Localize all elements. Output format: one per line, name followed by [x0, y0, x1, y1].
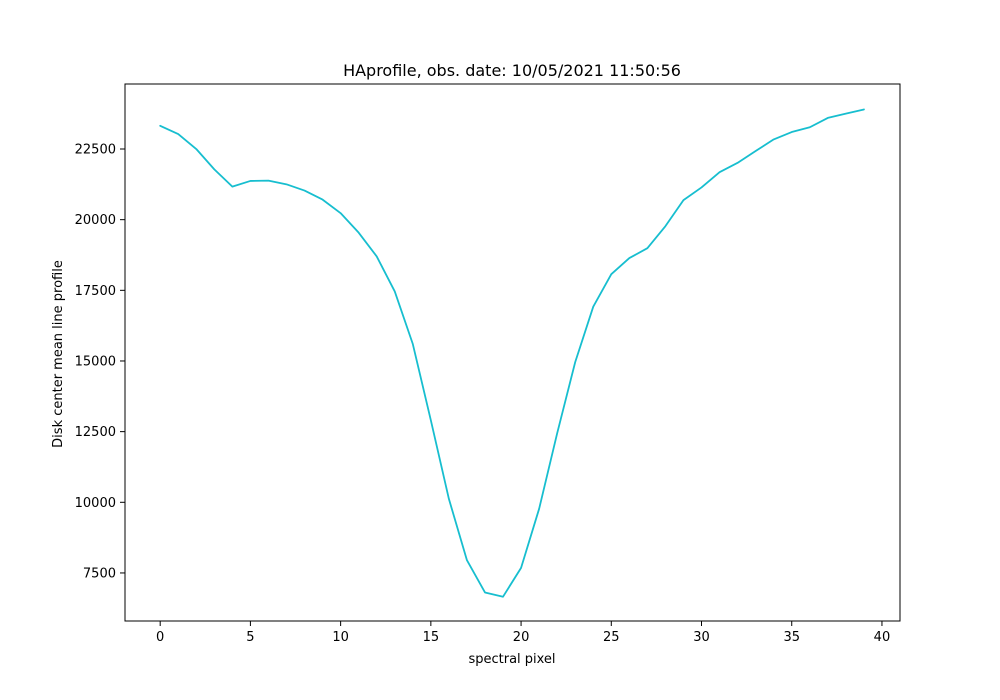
y-tick-label: 7500 [83, 566, 116, 581]
x-tick-label: 40 [874, 630, 891, 645]
y-axis-label: Disk center mean line profile [51, 260, 66, 448]
x-tick-label: 0 [156, 630, 164, 645]
y-tick-label: 17500 [75, 284, 116, 299]
x-axis-label: spectral pixel [468, 652, 555, 667]
x-tick-label: 15 [423, 630, 440, 645]
series-layer [159, 108, 865, 598]
plot-area [124, 83, 901, 622]
chart-title: HAprofile, obs. date: 10/05/2021 11:50:5… [343, 61, 681, 80]
y-axis: 7500 10000 12500 15000 17500 20000 22500 [75, 143, 125, 581]
y-tick-label: 12500 [75, 425, 116, 440]
x-tick-label: 35 [783, 630, 800, 645]
x-tick-label: 30 [693, 630, 710, 645]
x-axis: 0 5 10 15 20 25 30 35 40 [156, 621, 890, 645]
x-tick-label: 10 [332, 630, 349, 645]
plot-frame [124, 83, 901, 622]
x-tick-label: 25 [603, 630, 620, 645]
x-tick-label: 5 [246, 630, 254, 645]
x-tick-label: 20 [513, 630, 530, 645]
series-line-0 [159, 108, 865, 598]
y-tick-label: 22500 [75, 143, 116, 158]
y-tick-label: 15000 [75, 354, 116, 369]
y-tick-label: 20000 [75, 213, 116, 228]
y-tick-label: 10000 [75, 496, 116, 511]
